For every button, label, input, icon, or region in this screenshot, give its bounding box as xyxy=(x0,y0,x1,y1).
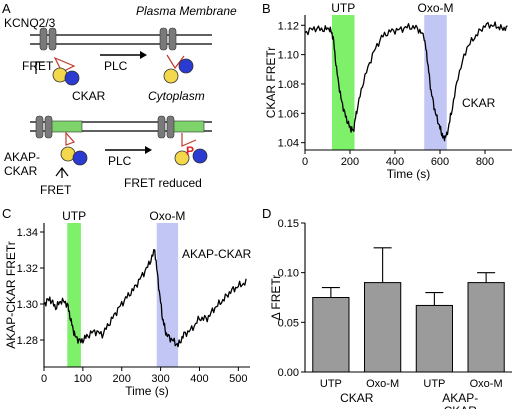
panel-c-ytick-label-1: 1.30 xyxy=(17,299,38,311)
plc-arrowhead-top xyxy=(140,51,147,59)
panel-d-group-label-0: CKAR xyxy=(340,391,374,405)
panel-d-bar-0 xyxy=(312,297,350,373)
panel-b-ytick-label-3: 1.10 xyxy=(278,50,299,62)
panel-b-chart: B UTP Oxo-M 1.04 1.06 1.08 1.10 1.12 0 200 400 600… xyxy=(262,1,512,181)
panel-c-shade-0 xyxy=(67,223,81,367)
panel-d-bar-1 xyxy=(364,282,402,373)
panel-d-ytick-label-1: 0.05 xyxy=(278,317,299,329)
plc-arrowhead-bottom xyxy=(145,146,152,154)
panel-b-ylabel: CKAR FRETr xyxy=(264,47,278,119)
panel-b-ytick-label-1: 1.06 xyxy=(278,108,299,120)
plc-label-top: PLC xyxy=(104,59,128,73)
fret-label-top: FRET xyxy=(22,59,54,73)
panel-d-chart: D 0.00 0.05 0.10 0.15 Δ FRETr UTP Oxo-M UTP Oxo-… xyxy=(262,206,512,409)
panel-c-letter: C xyxy=(2,206,11,221)
panel-b-xtick-label-0: 0 xyxy=(302,156,308,168)
kcnq-channel-right xyxy=(159,27,177,51)
panel-b-trace-0 xyxy=(304,21,508,142)
panel-c-trace-0 xyxy=(43,249,247,348)
panel-c-ytick-label-3: 1.34 xyxy=(17,227,38,239)
panel-a-schematic: A KCNQ2/3 Plasma Membrane FRET CKAR PLC xyxy=(2,1,237,197)
panel-b-ytick-label-4: 1.12 xyxy=(278,20,299,32)
panel-c-xtick-label-0: 0 xyxy=(41,373,47,385)
panel-a-letter: A xyxy=(2,1,11,16)
fret-arrow-top xyxy=(35,61,44,74)
panel-d-group-label-1: AKAP-CKAR xyxy=(442,391,478,409)
panel-b-ytick-label-2: 1.08 xyxy=(278,79,299,91)
panel-d-category-label-1: Oxo-M xyxy=(366,378,399,390)
fret-label-bottom: FRET xyxy=(40,183,72,197)
panel-c-ytick-label-2: 1.32 xyxy=(17,263,38,275)
ckar-sensor-open xyxy=(163,54,194,84)
panel-d-bar-2 xyxy=(415,304,453,373)
panel-b-letter: B xyxy=(262,1,271,16)
panel-b-xtick-label-1: 200 xyxy=(341,156,359,168)
panel-b-shade-label-0: UTP xyxy=(331,1,355,15)
kcnq-channel-left xyxy=(39,27,57,51)
panel-d-ytick-label-2: 0.10 xyxy=(278,268,299,280)
akap-ckar-sensor-open xyxy=(174,133,208,166)
fret-arrow-bottom xyxy=(55,167,69,178)
akap-anchor-left xyxy=(49,120,83,133)
plc-label-bottom: PLC xyxy=(108,154,132,168)
akap-ckar-label-line1: AKAP- xyxy=(4,150,40,164)
panel-b-shade-0 xyxy=(332,15,355,150)
panel-c-shade-label-1: Oxo-M xyxy=(149,209,185,223)
panel-d-category-label-3: Oxo-M xyxy=(470,378,503,390)
panel-c-chart: C UTP Oxo-M 1.28 1.30 1.32 1.34 0 100 200 300 400 5… xyxy=(2,206,252,398)
phospho-label: P xyxy=(186,144,194,158)
panel-d-ylabel: Δ FRETr xyxy=(269,275,283,321)
panel-b-shade-1 xyxy=(424,15,447,150)
panel-d-category-label-2: UTP xyxy=(423,378,445,390)
panel-b-xtick-label-3: 600 xyxy=(431,156,449,168)
panel-c-xtick-label-4: 400 xyxy=(190,373,208,385)
cytoplasm-label: Cytoplasm xyxy=(148,89,205,103)
panel-c-xtick-label-3: 300 xyxy=(151,373,169,385)
panel-c-xlabel: Time (s) xyxy=(125,384,169,398)
panel-b-xtick-label-2: 400 xyxy=(386,156,404,168)
akap-anchor-right xyxy=(171,120,205,133)
panel-b-series-label: CKAR xyxy=(462,96,496,110)
kcnq-channel-bottom-right xyxy=(157,115,175,139)
panel-d-category-label-0: UTP xyxy=(320,378,342,390)
panel-c-shade-1 xyxy=(156,223,179,367)
panel-b-shade-label-1: Oxo-M xyxy=(418,1,454,15)
panel-c-ytick-label-0: 1.28 xyxy=(17,335,38,347)
fret-reduced-label: FRET reduced xyxy=(124,176,202,190)
akap-ckar-label-line2: CKAR xyxy=(4,164,38,178)
plasma-membrane-label: Plasma Membrane xyxy=(136,4,237,18)
panel-b-xtick-label-4: 800 xyxy=(476,156,494,168)
panel-c-shade-label-0: UTP xyxy=(62,209,86,223)
panel-d-ytick-label-0: 0.00 xyxy=(278,367,299,379)
panel-c-xtick-label-5: 500 xyxy=(229,373,247,385)
ckar-sensor-closed xyxy=(52,56,80,86)
panel-d-bar-3 xyxy=(467,282,505,373)
panel-c-series-label: AKAP-CKAR xyxy=(182,247,252,261)
panel-d-letter: D xyxy=(262,206,271,221)
ckar-label: CKAR xyxy=(72,89,106,103)
panel-b-ytick-label-0: 1.04 xyxy=(278,138,299,150)
akap-ckar-sensor-closed xyxy=(60,131,88,166)
panel-b-xlabel: Time (s) xyxy=(387,167,431,181)
panel-c-ylabel: AKAP-CKAR FRETr xyxy=(4,241,18,349)
kcnq-channel-bottom-left xyxy=(35,115,53,139)
kcnq-label: KCNQ2/3 xyxy=(4,16,56,30)
panel-d-ytick-label-3: 0.15 xyxy=(278,218,299,230)
panel-c-xtick-label-2: 200 xyxy=(113,373,131,385)
panel-c-xtick-label-1: 100 xyxy=(74,373,92,385)
